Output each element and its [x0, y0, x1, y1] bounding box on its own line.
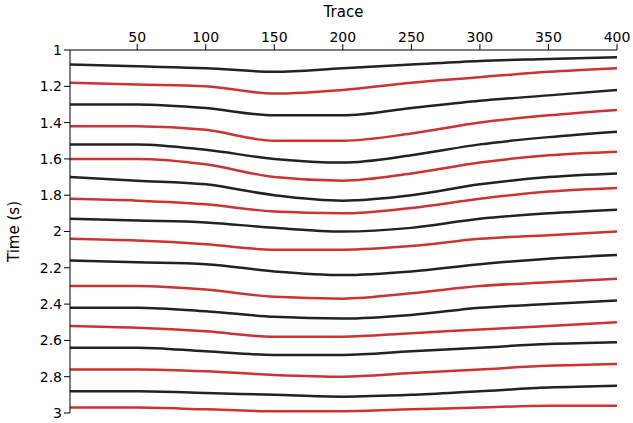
svg-text:2.4: 2.4 [40, 296, 62, 312]
svg-text:1.6: 1.6 [40, 151, 62, 167]
svg-text:2: 2 [53, 223, 62, 239]
svg-text:200: 200 [329, 29, 356, 45]
svg-text:1.2: 1.2 [40, 78, 62, 94]
svg-text:100: 100 [192, 29, 219, 45]
svg-text:150: 150 [261, 29, 288, 45]
svg-text:1.4: 1.4 [40, 115, 62, 131]
svg-text:50: 50 [128, 29, 146, 45]
svg-text:2.6: 2.6 [40, 332, 62, 348]
svg-text:400: 400 [604, 29, 631, 45]
svg-text:Time (s): Time (s) [5, 201, 23, 263]
svg-text:3: 3 [53, 405, 62, 421]
svg-text:1.8: 1.8 [40, 187, 62, 203]
svg-text:2.2: 2.2 [40, 260, 62, 276]
svg-text:350: 350 [535, 29, 562, 45]
svg-text:250: 250 [398, 29, 425, 45]
svg-text:1: 1 [53, 42, 62, 58]
svg-text:300: 300 [467, 29, 494, 45]
svg-text:2.8: 2.8 [40, 369, 62, 385]
html-text:Trace: Trace [323, 3, 364, 21]
